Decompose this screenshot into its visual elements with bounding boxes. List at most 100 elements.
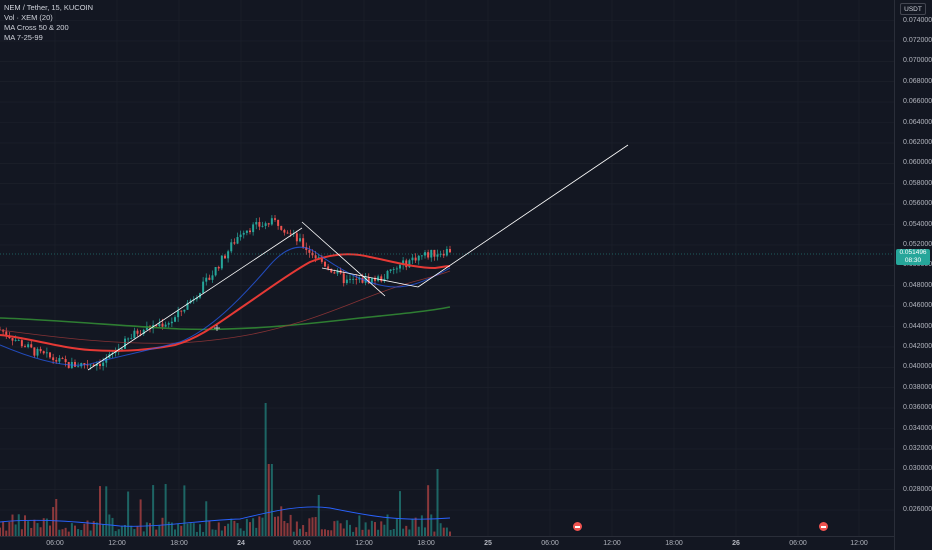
candle-body	[230, 242, 233, 252]
candle-body	[264, 223, 267, 226]
volume-bar	[295, 521, 298, 536]
volume-bar	[167, 521, 170, 536]
volume-bar	[64, 527, 67, 536]
volume-bar	[92, 521, 95, 536]
candle-body	[395, 268, 398, 270]
volume-bar	[236, 523, 239, 536]
candle-body	[333, 272, 336, 274]
volume-bar	[161, 517, 164, 536]
volume-ma-line	[0, 506, 451, 527]
legend-ma-cross[interactable]: MA Cross 50 & 200	[4, 23, 69, 32]
currency-badge[interactable]: USDT	[900, 3, 926, 15]
candle-body	[33, 347, 36, 356]
legend-symbol[interactable]: NEM / Tether, 15, KUCOIN	[4, 3, 94, 12]
volume-bar	[242, 530, 245, 536]
volume-bar	[324, 529, 326, 536]
time-axis[interactable]: 06:00 12:00 18:00 24 06:00 12:00 18:00 25 06:00 1…	[0, 536, 894, 550]
candle-body	[274, 218, 276, 220]
candle-body	[124, 338, 126, 349]
candle-body	[317, 257, 320, 259]
candle-body	[433, 249, 436, 257]
volume-bar	[99, 486, 101, 536]
legend-volume[interactable]: Vol · XEM (20)	[4, 13, 53, 22]
volume-bar	[70, 523, 73, 536]
time-tick-label: 06:00	[541, 540, 559, 547]
volume-bar	[230, 518, 233, 536]
volume-bar	[177, 523, 180, 536]
chart-legend[interactable]: NEM / Tether, 15, KUCOIN Vol · XEM (20) …	[4, 3, 93, 43]
candle-body	[211, 275, 214, 280]
candle-body	[249, 230, 251, 233]
time-tick-label: 06:00	[46, 540, 64, 547]
candle-body	[439, 253, 442, 255]
volume-bar	[133, 529, 136, 536]
legend-ma-ribbon[interactable]: MA 7-25-99	[4, 33, 43, 42]
volume-bar	[120, 526, 123, 536]
candle-body	[55, 360, 58, 362]
volume-bar	[386, 514, 389, 536]
volume-bar	[139, 499, 142, 536]
volume-bar	[349, 524, 351, 536]
candle-body	[105, 358, 108, 363]
time-tick-label: 25	[484, 540, 492, 547]
volume-bar	[149, 523, 151, 536]
trendline-rising	[87, 227, 303, 371]
volume-bar	[367, 529, 370, 536]
candle-body	[64, 359, 67, 363]
candle-body	[355, 278, 358, 280]
trendline-channel	[321, 267, 419, 288]
price-tick-label: 0.054000	[903, 220, 932, 228]
chart-area[interactable]	[0, 0, 894, 536]
volume-bar	[224, 526, 226, 536]
price-tick-label: 0.062000	[903, 138, 932, 146]
volume-bar	[408, 529, 411, 536]
candle-body	[224, 255, 226, 259]
volume-bar	[124, 524, 126, 536]
candle-body	[186, 302, 189, 310]
volume-bar	[320, 529, 323, 536]
price-tick-label: 0.056000	[903, 200, 932, 208]
volume-bar	[383, 524, 386, 536]
price-chart[interactable]	[0, 0, 894, 536]
volume-bar	[252, 518, 255, 536]
candle-body	[386, 270, 389, 279]
candle-body	[158, 323, 161, 327]
volume-bar	[314, 516, 317, 536]
candle-body	[102, 362, 105, 367]
volume-bar	[180, 525, 183, 536]
price-tick-label: 0.048000	[903, 281, 932, 289]
price-tick-label: 0.042000	[903, 342, 932, 350]
volume-bar	[389, 529, 392, 536]
volume-bar	[127, 491, 130, 536]
volume-bar	[345, 520, 348, 536]
economic-event-icon[interactable]	[818, 521, 829, 532]
candle-body	[120, 348, 123, 350]
candle-body	[195, 297, 198, 300]
candle-body	[417, 255, 420, 261]
volume-bar	[49, 525, 51, 536]
volume-bar	[424, 527, 426, 536]
candle-body	[145, 326, 148, 330]
trendline-falling	[301, 221, 386, 297]
crosshair-marker	[214, 325, 220, 331]
volume-bar	[174, 529, 176, 536]
time-tick-label: 18:00	[417, 540, 435, 547]
candle-body	[89, 364, 92, 366]
economic-event-icon[interactable]	[572, 521, 583, 532]
volume-bar	[130, 525, 133, 536]
candle-body	[345, 279, 348, 284]
volume-bar	[258, 516, 261, 536]
candle-body	[136, 330, 139, 334]
candle-body	[442, 253, 445, 256]
candle-body	[39, 348, 42, 352]
candle-body	[280, 225, 283, 230]
candle-body	[314, 255, 317, 259]
price-tick-label: 0.060000	[903, 159, 932, 167]
volume-bar	[14, 524, 17, 536]
price-axis[interactable]: 0.074000 0.072000 0.070000 0.068000 0.066000…	[894, 0, 932, 550]
volume-bar	[330, 530, 333, 536]
volume-bar	[245, 518, 248, 536]
candle-body	[402, 260, 405, 265]
candle-body	[380, 276, 383, 282]
candle-body	[286, 232, 289, 234]
